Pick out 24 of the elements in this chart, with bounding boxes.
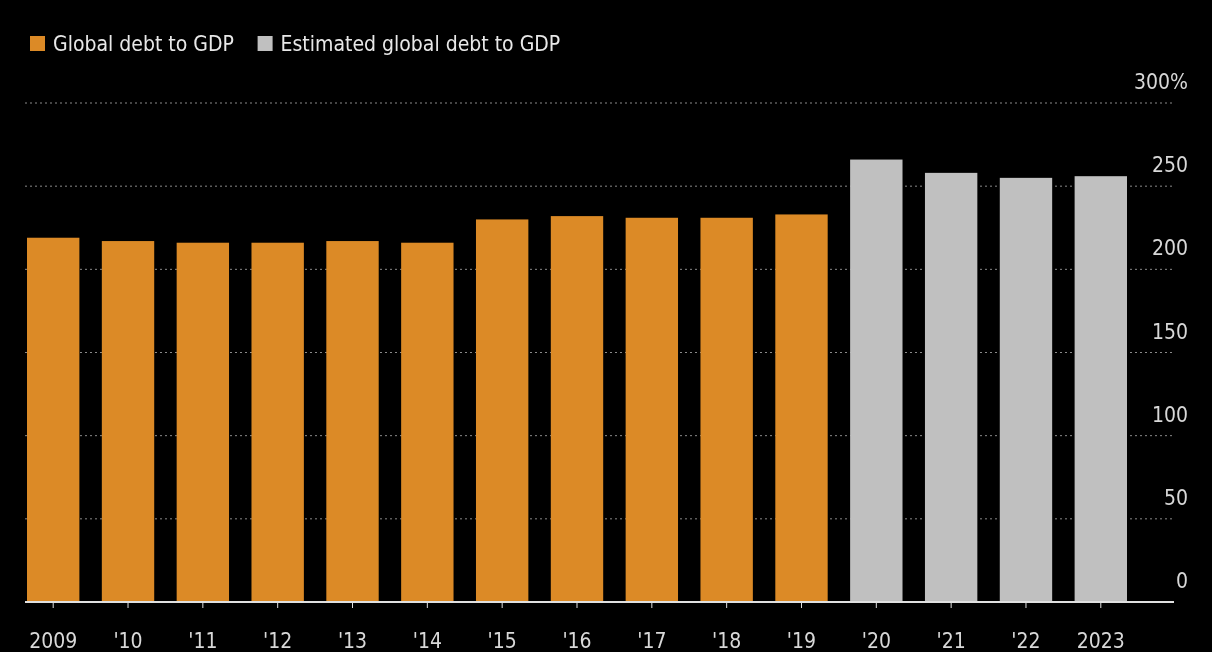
x-tick-label: 2023 — [1076, 629, 1125, 652]
x-tick-label: '14 — [412, 629, 442, 652]
x-tick-label: '10 — [113, 629, 143, 652]
y-tick-label: 100 — [1151, 402, 1188, 427]
x-tick-label: '20 — [861, 629, 891, 652]
x-tick-label: '11 — [188, 629, 218, 652]
x-tick-label: '13 — [337, 629, 368, 652]
y-tick-label: 0 — [1175, 569, 1188, 593]
x-tick-label: '16 — [562, 629, 592, 652]
x-tick-label: '15 — [487, 629, 517, 652]
legend-label: Global debt to GDP — [53, 32, 234, 56]
x-tick-label: '12 — [263, 629, 293, 652]
y-tick-label: 50 — [1163, 485, 1188, 510]
legend-label: Estimated global debt to GDP — [280, 32, 561, 56]
x-tick-label: '21 — [936, 629, 966, 652]
x-tick-label: '22 — [1011, 629, 1041, 652]
y-tick-label: 300% — [1133, 70, 1188, 94]
x-tick-label: '19 — [786, 629, 817, 652]
y-tick-label: 150 — [1151, 319, 1188, 344]
x-tick-label: 2009 — [29, 629, 78, 652]
x-tick-label: '18 — [712, 629, 742, 652]
y-tick-label: 200 — [1151, 236, 1188, 261]
x-tick-label: '17 — [637, 629, 667, 652]
y-tick-label: 250 — [1151, 153, 1188, 178]
